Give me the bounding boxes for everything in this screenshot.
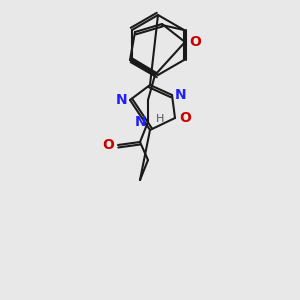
Text: O: O [102, 138, 114, 152]
Text: H: H [156, 114, 164, 124]
Text: N: N [175, 88, 187, 102]
Text: N: N [116, 93, 127, 107]
Text: O: O [179, 111, 191, 125]
Text: O: O [189, 35, 201, 49]
Text: N: N [134, 115, 146, 129]
